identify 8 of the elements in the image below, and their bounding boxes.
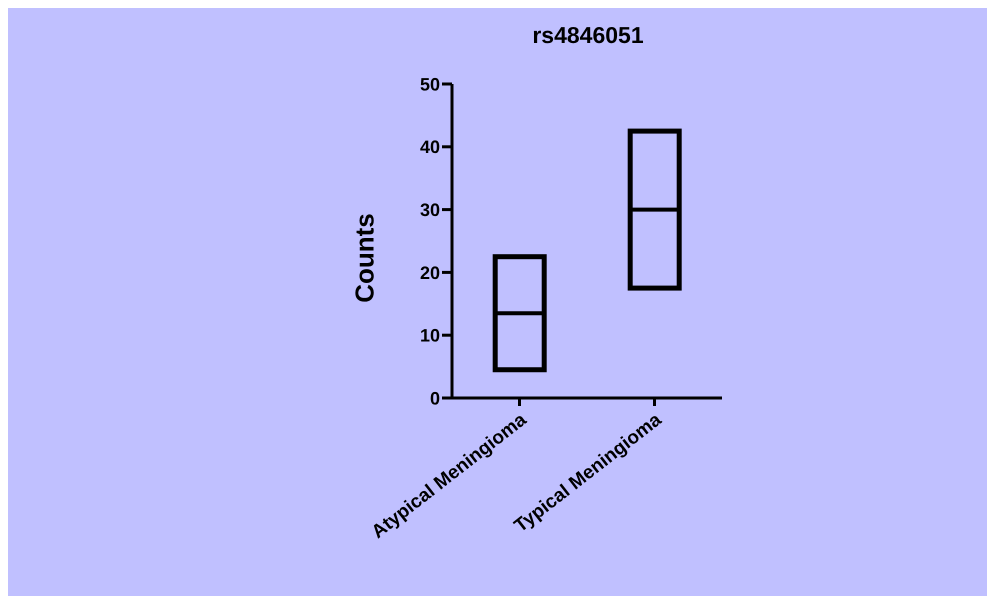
y-axis-title: Counts — [350, 213, 380, 303]
y-tick-label: 10 — [420, 326, 440, 346]
y-tick-label: 40 — [420, 137, 440, 158]
y-tick-label: 0 — [430, 388, 440, 408]
chart-title: rs4846051 — [531, 22, 645, 49]
y-tick-label: 30 — [420, 200, 440, 220]
y-tick-label: 50 — [420, 74, 440, 94]
y-tick-label: 20 — [420, 262, 440, 283]
